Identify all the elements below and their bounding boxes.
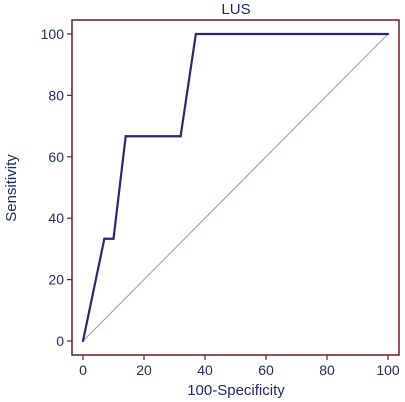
x-tick-label: 100 bbox=[376, 362, 400, 378]
x-axis: 0 20 40 60 80 100 bbox=[79, 355, 400, 378]
roc-points bbox=[81, 32, 390, 343]
y-axis: 0 20 40 60 80 100 bbox=[41, 26, 72, 349]
x-tick-label: 80 bbox=[319, 362, 335, 378]
y-tick-label: 40 bbox=[48, 210, 64, 226]
y-tick-label: 0 bbox=[56, 333, 64, 349]
y-tick-label: 60 bbox=[48, 149, 64, 165]
x-tick-label: 60 bbox=[258, 362, 274, 378]
x-tick-label: 20 bbox=[136, 362, 152, 378]
chart-title: LUS bbox=[221, 1, 250, 18]
roc-point bbox=[112, 237, 115, 240]
y-axis-title: Sensitivity bbox=[3, 154, 20, 222]
roc-point bbox=[179, 135, 182, 138]
x-tick-label: 0 bbox=[79, 362, 87, 378]
y-tick-label: 100 bbox=[41, 26, 65, 42]
roc-point bbox=[194, 32, 197, 36]
y-tick-label: 20 bbox=[48, 272, 64, 288]
roc-point bbox=[81, 339, 85, 343]
roc-point bbox=[103, 237, 106, 240]
x-tick-label: 40 bbox=[197, 362, 213, 378]
plot-frame bbox=[71, 19, 400, 356]
roc-point bbox=[124, 135, 127, 138]
y-tick-label: 80 bbox=[48, 87, 64, 103]
x-axis-title: 100-Specificity bbox=[187, 382, 285, 399]
roc-point bbox=[386, 32, 390, 36]
reference-diagonal-line bbox=[82, 33, 389, 342]
